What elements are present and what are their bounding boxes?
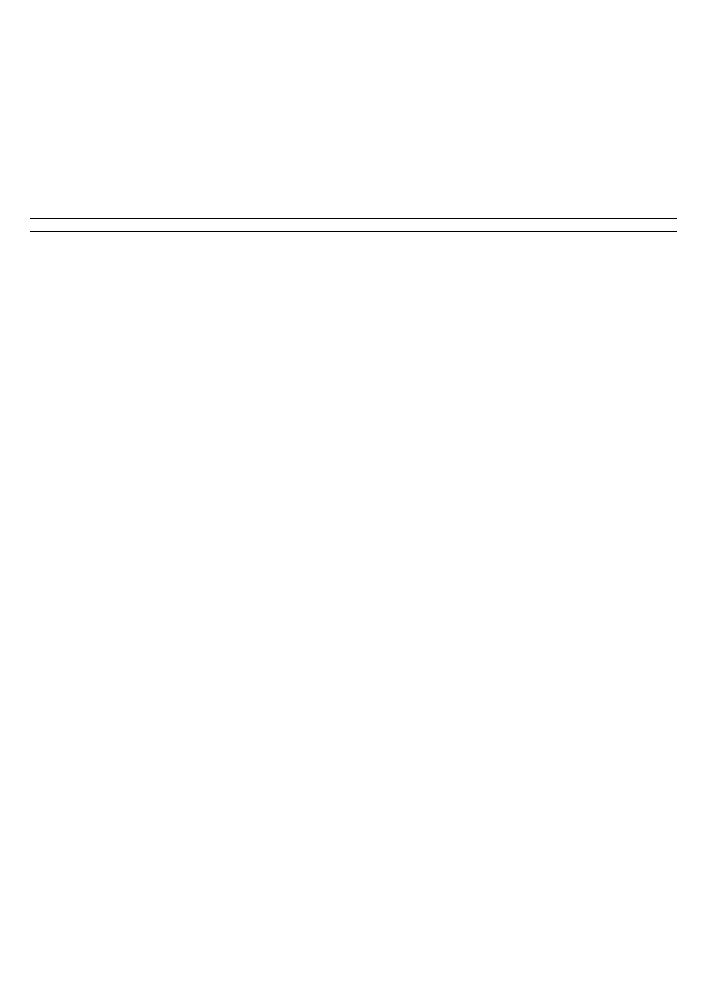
fig3-chart — [144, 44, 564, 198]
separator-2 — [30, 231, 677, 232]
separator-1 — [30, 218, 677, 219]
